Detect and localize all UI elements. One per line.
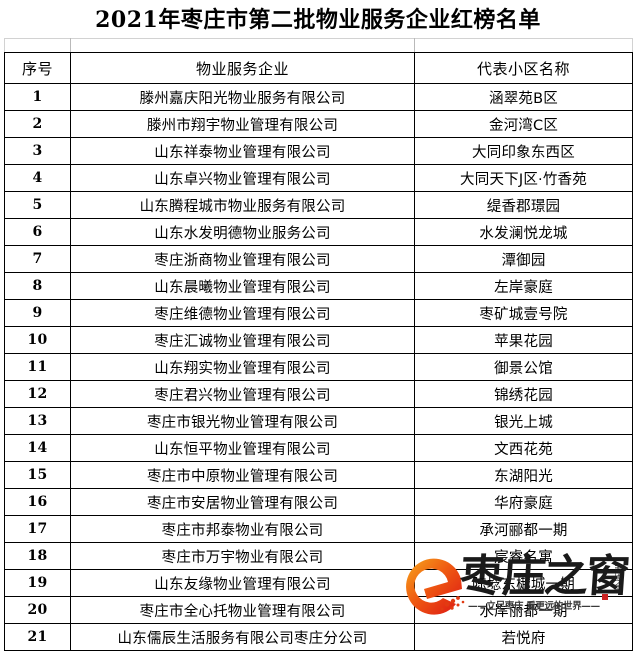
cell-no: 12 [4,380,71,408]
cell-no: 21 [4,623,71,651]
cell-firm: 枣庄市万宇物业有限公司 [70,542,415,570]
table-row: 9 枣庄维德物业管理有限公司 枣矿城壹号院 [4,299,633,327]
cell-community: 文西花苑 [414,434,633,462]
cell-no: 3 [4,137,71,165]
page-title: 2021年枣庄市第二批物业服务企业红榜名单 [95,7,541,33]
table-row: 2 滕州市翔宇物业管理有限公司 金河湾C区 [4,110,633,138]
cell-community: 枣矿城壹号院 [414,299,633,327]
cell-firm: 山东祥泰物业管理有限公司 [70,137,415,165]
cell-firm: 山东腾程城市物业服务有限公司 [70,191,415,219]
column-header-community: 代表小区名称 [414,52,633,84]
cell-firm: 滕州嘉庆阳光物业服务有限公司 [70,83,415,111]
table-spacer-row [4,38,633,53]
cell-firm: 山东翔实物业管理有限公司 [70,353,415,381]
cell-no: 17 [4,515,71,543]
red-list-table: 序号 物业服务企业 代表小区名称 1 滕州嘉庆阳光物业服务有限公司 涵翠苑B区 2 滕州… [4,38,633,651]
cell-firm: 枣庄市安居物业管理有限公司 [70,488,415,516]
cell-firm: 枣庄汇诚物业管理有限公司 [70,326,415,354]
cell-community: 涵翠苑B区 [414,83,633,111]
table-row: 5 山东腾程城市物业服务有限公司 缇香郡璟园 [4,191,633,219]
cell-community: 陈埝东樾城一期 [414,569,633,597]
table-row: 14 山东恒平物业管理有限公司 文西花苑 [4,434,633,462]
table-row: 17 枣庄市邦泰物业有限公司 承河郦都一期 [4,515,633,543]
cell-firm: 滕州市翔宇物业管理有限公司 [70,110,415,138]
table-row: 8 山东晨曦物业管理有限公司 左岸豪庭 [4,272,633,300]
cell-community: 御景公馆 [414,353,633,381]
cell-no: 19 [4,569,71,597]
cell-firm: 山东卓兴物业管理有限公司 [70,164,415,192]
table-header-row: 序号 物业服务企业 代表小区名称 [4,52,633,84]
cell-community: 潭御园 [414,245,633,273]
cell-no: 15 [4,461,71,489]
cell-no: 20 [4,596,71,624]
cell-firm: 枣庄浙商物业管理有限公司 [70,245,415,273]
column-header-no: 序号 [4,52,71,84]
table-row: 13 枣庄市银光物业管理有限公司 银光上城 [4,407,633,435]
cell-no: 11 [4,353,71,381]
cell-no: 6 [4,218,71,246]
cell-firm: 枣庄君兴物业管理有限公司 [70,380,415,408]
spacer-cell-no [4,38,71,53]
table-row: 10 枣庄汇诚物业管理有限公司 苹果花园 [4,326,633,354]
cell-no: 8 [4,272,71,300]
table-row: 11 山东翔实物业管理有限公司 御景公馆 [4,353,633,381]
table-row: 3 山东祥泰物业管理有限公司 大同印象东西区 [4,137,633,165]
table-row: 1 滕州嘉庆阳光物业服务有限公司 涵翠苑B区 [4,83,633,111]
cell-no: 5 [4,191,71,219]
table-row: 7 枣庄浙商物业管理有限公司 潭御园 [4,245,633,273]
table-row: 20 枣庄市全心托物业管理有限公司 水岸丽都一期 [4,596,633,624]
cell-community: 缇香郡璟园 [414,191,633,219]
table-row: 15 枣庄市中原物业管理有限公司 东湖阳光 [4,461,633,489]
cell-firm: 山东恒平物业管理有限公司 [70,434,415,462]
cell-firm: 枣庄市中原物业管理有限公司 [70,461,415,489]
cell-community: 宸睿名寓 [414,542,633,570]
cell-community: 大同天下J区·竹香苑 [414,164,633,192]
cell-firm: 枣庄市银光物业管理有限公司 [70,407,415,435]
cell-community: 水岸丽都一期 [414,596,633,624]
cell-no: 1 [4,83,71,111]
table-row: 6 山东水发明德物业服务公司 水发澜悦龙城 [4,218,633,246]
cell-community: 华府豪庭 [414,488,633,516]
table-row: 12 枣庄君兴物业管理有限公司 锦绣花园 [4,380,633,408]
cell-no: 13 [4,407,71,435]
cell-no: 16 [4,488,71,516]
cell-community: 若悦府 [414,623,633,651]
table-row: 4 山东卓兴物业管理有限公司 大同天下J区·竹香苑 [4,164,633,192]
cell-no: 14 [4,434,71,462]
table-row: 19 山东友缘物业管理有限公司 陈埝东樾城一期 [4,569,633,597]
cell-community: 银光上城 [414,407,633,435]
table-row: 21 山东儒辰生活服务有限公司枣庄分公司 若悦府 [4,623,633,651]
document-page: 2021年枣庄市第二批物业服务企业红榜名单 序号 物业服务企业 代表小区名称 1… [4,7,633,651]
cell-firm: 山东友缘物业管理有限公司 [70,569,415,597]
cell-firm: 山东儒辰生活服务有限公司枣庄分公司 [70,623,415,651]
cell-community: 东湖阳光 [414,461,633,489]
spacer-cell-community [414,38,633,53]
cell-no: 7 [4,245,71,273]
spacer-cell-firm [70,38,415,53]
table-body: 序号 物业服务企业 代表小区名称 1 滕州嘉庆阳光物业服务有限公司 涵翠苑B区 2 滕州… [4,38,633,651]
column-header-firm: 物业服务企业 [70,52,415,84]
cell-firm: 山东晨曦物业管理有限公司 [70,272,415,300]
cell-community: 大同印象东西区 [414,137,633,165]
cell-firm: 枣庄维德物业管理有限公司 [70,299,415,327]
cell-firm: 枣庄市邦泰物业有限公司 [70,515,415,543]
table-row: 18 枣庄市万宇物业有限公司 宸睿名寓 [4,542,633,570]
cell-community: 水发澜悦龙城 [414,218,633,246]
cell-community: 左岸豪庭 [414,272,633,300]
cell-no: 18 [4,542,71,570]
cell-community: 金河湾C区 [414,110,633,138]
cell-community: 承河郦都一期 [414,515,633,543]
cell-community: 苹果花园 [414,326,633,354]
cell-no: 2 [4,110,71,138]
table-row: 16 枣庄市安居物业管理有限公司 华府豪庭 [4,488,633,516]
cell-no: 4 [4,164,71,192]
cell-firm: 山东水发明德物业服务公司 [70,218,415,246]
cell-community: 锦绣花园 [414,380,633,408]
cell-no: 10 [4,326,71,354]
cell-no: 9 [4,299,71,327]
cell-firm: 枣庄市全心托物业管理有限公司 [70,596,415,624]
